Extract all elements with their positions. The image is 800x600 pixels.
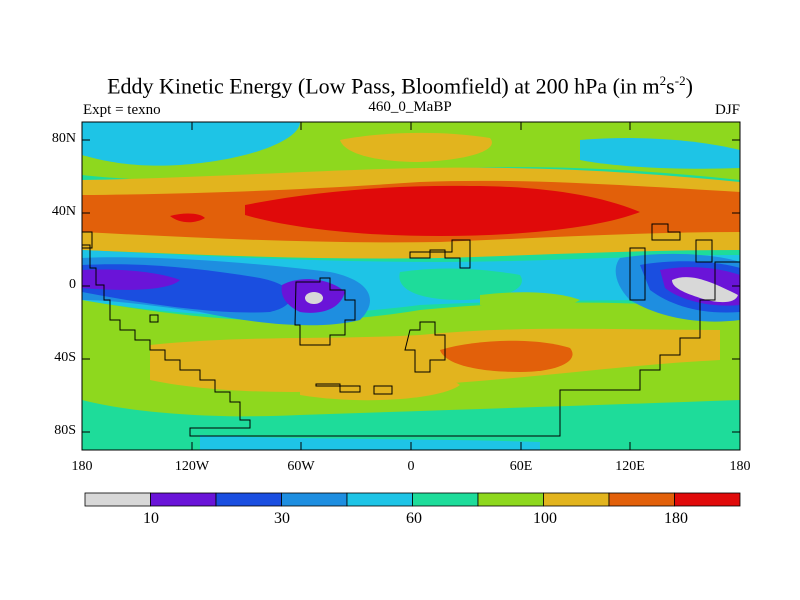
y-tick-label: 80S — [54, 423, 76, 438]
colorbar-swatch — [346, 492, 413, 507]
colorbar-swatch — [608, 492, 675, 507]
y-tick-label: 80N — [51, 131, 76, 146]
x-tick-label: 180 — [71, 459, 93, 474]
experiment-label: Expt = texno — [83, 102, 161, 118]
y-tick-label: 0 — [69, 277, 76, 292]
y-tick-label: 40S — [54, 350, 76, 365]
x-tick-label: 120E — [615, 459, 645, 474]
run-label: 460_0_MaBP — [368, 99, 452, 115]
x-tick-label: 120W — [174, 459, 210, 474]
y-tick-label: 40N — [51, 204, 76, 219]
colorbar-label: 180 — [664, 510, 688, 527]
colorbar-label: 10 — [143, 510, 159, 527]
colorbar-label: 60 — [406, 510, 422, 527]
colorbar-swatch — [674, 492, 741, 507]
axis-ticks — [82, 122, 740, 450]
x-tick-label: 60E — [509, 459, 533, 474]
colorbar-label: 30 — [274, 510, 290, 527]
colorbar-swatch — [412, 492, 479, 507]
colorbar-swatch — [477, 492, 544, 507]
plot-title: Eddy Kinetic Energy (Low Pass, Bloomfiel… — [107, 73, 693, 99]
x-tick-label: 0 — [407, 459, 415, 474]
season-label: DJF — [714, 102, 740, 118]
colorbar-swatch — [150, 492, 217, 507]
x-tick-label: 180 — [729, 459, 751, 474]
colorbar-swatch — [84, 492, 151, 507]
colorbar-swatch — [281, 492, 348, 507]
colorbar — [84, 492, 741, 507]
continent-outlines — [82, 223, 740, 437]
colorbar-swatch — [543, 492, 610, 507]
colorbar-swatch — [215, 492, 282, 507]
colorbar-label: 100 — [533, 510, 557, 527]
contour-field — [82, 122, 740, 450]
x-tick-label: 60W — [287, 459, 315, 474]
